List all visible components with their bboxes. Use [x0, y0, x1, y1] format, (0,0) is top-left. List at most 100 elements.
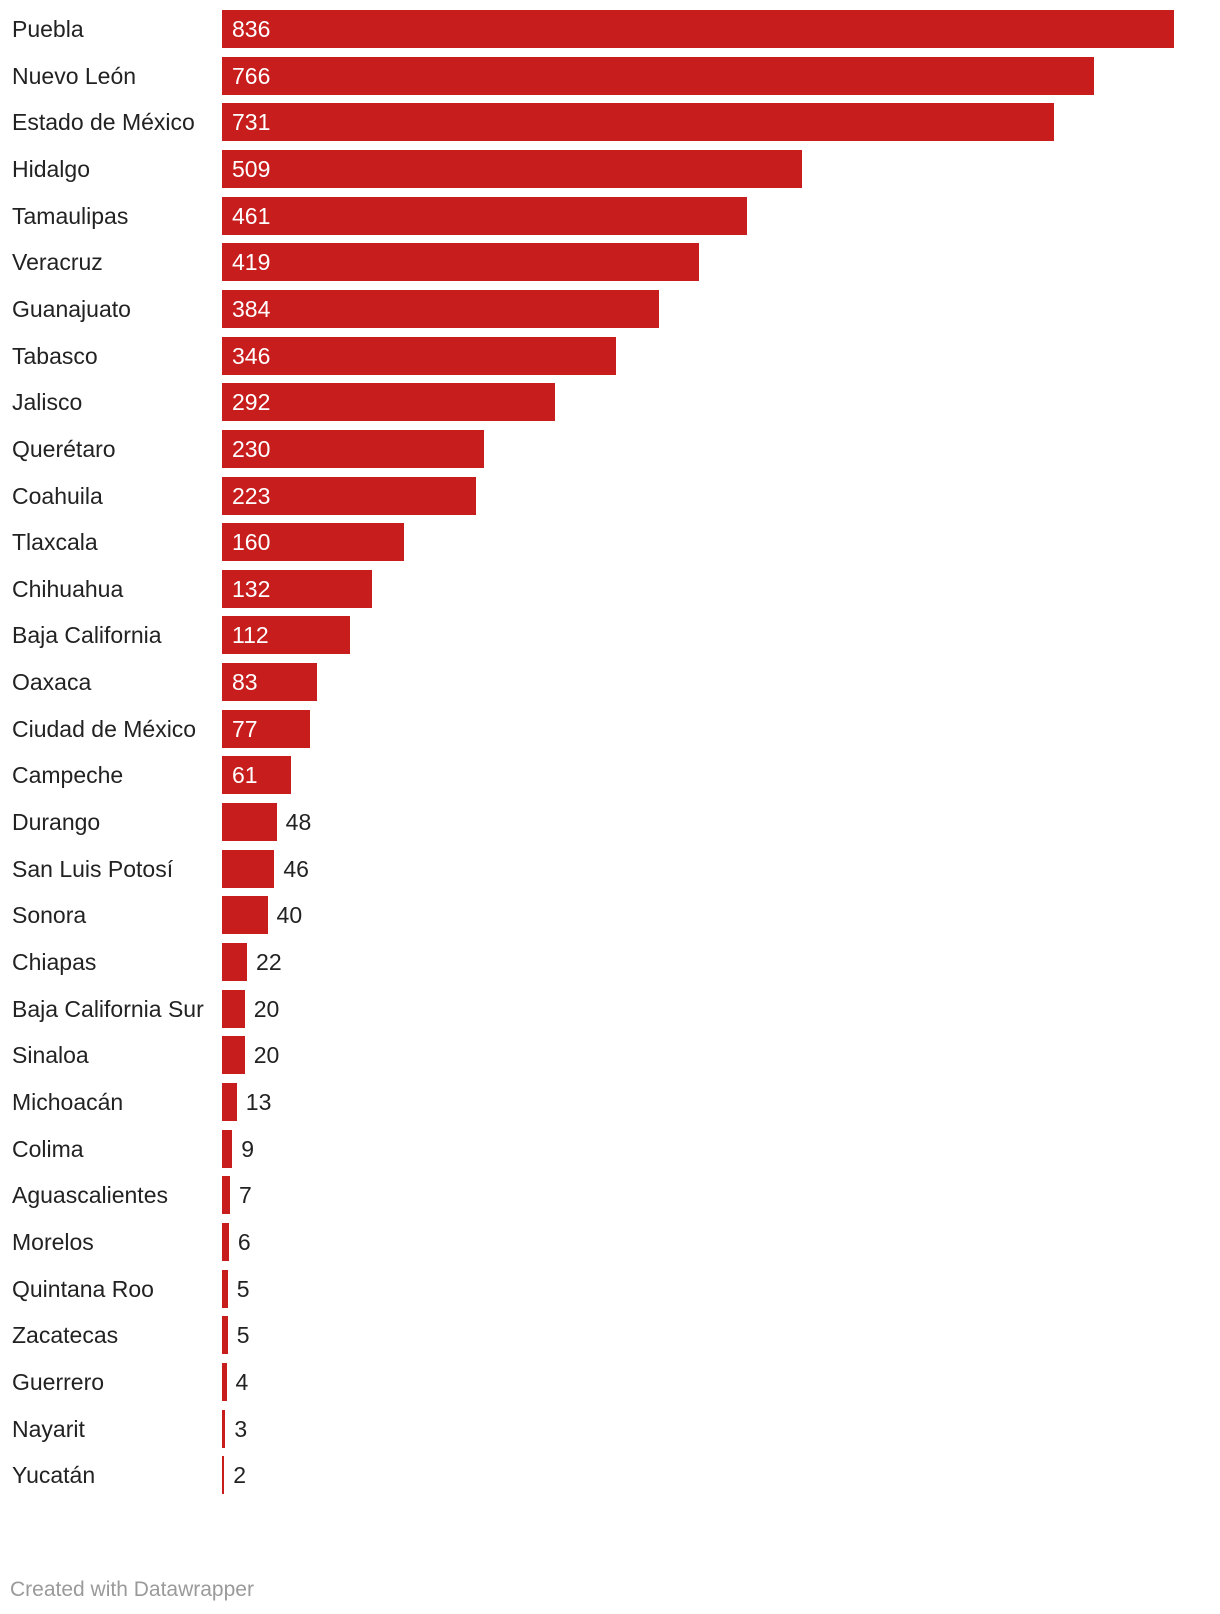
bar-row: San Luis Potosí 46: [0, 849, 1220, 898]
value-label: 223: [232, 482, 271, 509]
bar-row: Tlaxcala 160: [0, 523, 1220, 571]
bar: [222, 476, 476, 515]
value-label: 346: [232, 342, 271, 369]
bar-row: Jalisco 292: [0, 383, 1220, 431]
category-label: Aguascalientes: [12, 1182, 168, 1209]
value-label: 9: [241, 1135, 255, 1162]
category-label: Colima: [12, 1135, 84, 1162]
value-label: 5: [236, 1322, 250, 1349]
bar: [222, 243, 700, 282]
bar: [222, 1316, 228, 1355]
category-label: Guanajuato: [12, 295, 131, 322]
value-label: 4: [235, 1368, 249, 1395]
bar-row: Michoacán 13: [0, 1082, 1220, 1131]
bar: [222, 196, 747, 235]
bar-row: Chiapas 22: [0, 943, 1220, 991]
bar-row: Querétaro 230: [0, 429, 1220, 478]
bar: [222, 1456, 225, 1495]
bar-row: Colima 9: [0, 1129, 1220, 1178]
bar-row: Baja California Sur 20: [0, 989, 1220, 1038]
bar-row: Yucatán 2: [0, 1456, 1220, 1504]
category-label: Michoacán: [12, 1088, 124, 1115]
bar: [222, 1409, 226, 1448]
bar: [222, 709, 310, 748]
category-label: Veracruz: [12, 249, 103, 276]
value-label: 292: [232, 389, 271, 416]
bar-row: Morelos 6: [0, 1222, 1220, 1271]
value-label: 112: [232, 622, 269, 649]
value-label: 48: [285, 809, 312, 836]
category-label: Oaxaca: [12, 669, 92, 696]
datawrapper-credit[interactable]: Created with Datawrapper: [10, 1578, 254, 1601]
category-label: Zacatecas: [12, 1322, 119, 1349]
category-label: Morelos: [12, 1228, 94, 1255]
bar: [222, 10, 1174, 48]
category-label: Tlaxcala: [12, 529, 98, 556]
bar-row: Guanajuato 384: [0, 289, 1220, 338]
category-label: Tamaulipas: [12, 202, 129, 229]
category-label: Ciudad de México: [12, 715, 197, 742]
bar-row: Sonora 40: [0, 896, 1220, 944]
bar: [222, 989, 245, 1028]
bar: [222, 616, 350, 655]
category-label: Baja California Sur: [12, 995, 204, 1022]
bar-row: Tamaulipas 461: [0, 196, 1220, 245]
bar-row: Aguascalientes 7: [0, 1176, 1220, 1224]
value-label: 46: [283, 855, 309, 882]
bar: [222, 569, 373, 608]
bar: [222, 803, 277, 842]
bar: [222, 336, 616, 375]
category-label: Puebla: [12, 16, 84, 42]
value-label: 40: [276, 902, 303, 929]
value-label: 230: [232, 435, 271, 462]
category-label: Quintana Roo: [12, 1275, 154, 1302]
category-label: Querétaro: [12, 435, 116, 462]
bar-row: Oaxaca 83: [0, 663, 1220, 711]
value-label: 61: [232, 762, 258, 789]
value-label: 509: [232, 155, 271, 182]
value-label: 3: [234, 1415, 248, 1442]
bar: [222, 56, 1095, 95]
bar-row: Ciudad de México 77: [0, 709, 1220, 758]
bar: [222, 943, 248, 981]
value-label: 160: [232, 529, 271, 556]
bar-row: Coahuila 223: [0, 476, 1220, 525]
bar: [222, 1269, 228, 1308]
category-label: Campeche: [12, 762, 124, 789]
category-label: Hidalgo: [12, 155, 90, 182]
bar: [222, 1222, 229, 1261]
bar-chart: Puebla 836 Nuevo León 766 Estado de México 73…: [0, 10, 1220, 1504]
value-label: 766: [232, 62, 271, 89]
bar: [222, 289, 660, 328]
bar: [222, 1362, 227, 1401]
bar-row: Puebla 836: [0, 10, 1220, 58]
value-label: 7: [238, 1182, 252, 1209]
value-label: 461: [232, 202, 271, 229]
bar: [222, 1082, 237, 1121]
value-label: 20: [253, 995, 280, 1022]
value-label: 6: [237, 1228, 251, 1255]
value-label: 83: [232, 669, 258, 696]
bar-row: Quintana Roo 5: [0, 1269, 1220, 1318]
bar-row: Veracruz 419: [0, 243, 1220, 291]
bar-row: Campeche 61: [0, 756, 1220, 804]
bar: [222, 383, 555, 422]
bar-row: Guerrero 4: [0, 1362, 1220, 1411]
bar-row: Sinaloa 20: [0, 1036, 1220, 1084]
bar: [222, 429, 484, 468]
category-label: Chiapas: [12, 949, 97, 975]
category-label: Sonora: [12, 902, 87, 929]
bar: [222, 523, 405, 562]
bar: [222, 663, 317, 702]
category-label: Baja California: [12, 622, 162, 649]
bar: [222, 896, 268, 935]
category-label: Yucatán: [12, 1462, 96, 1489]
value-label: 384: [232, 295, 271, 322]
bar: [222, 149, 802, 188]
bar-row: Estado de México 731: [0, 103, 1220, 151]
bar: [222, 756, 292, 795]
bar-row: Nuevo León 766: [0, 56, 1220, 105]
category-label: Nuevo León: [12, 62, 137, 89]
value-label: 731: [232, 109, 271, 136]
category-label: San Luis Potosí: [12, 855, 174, 882]
